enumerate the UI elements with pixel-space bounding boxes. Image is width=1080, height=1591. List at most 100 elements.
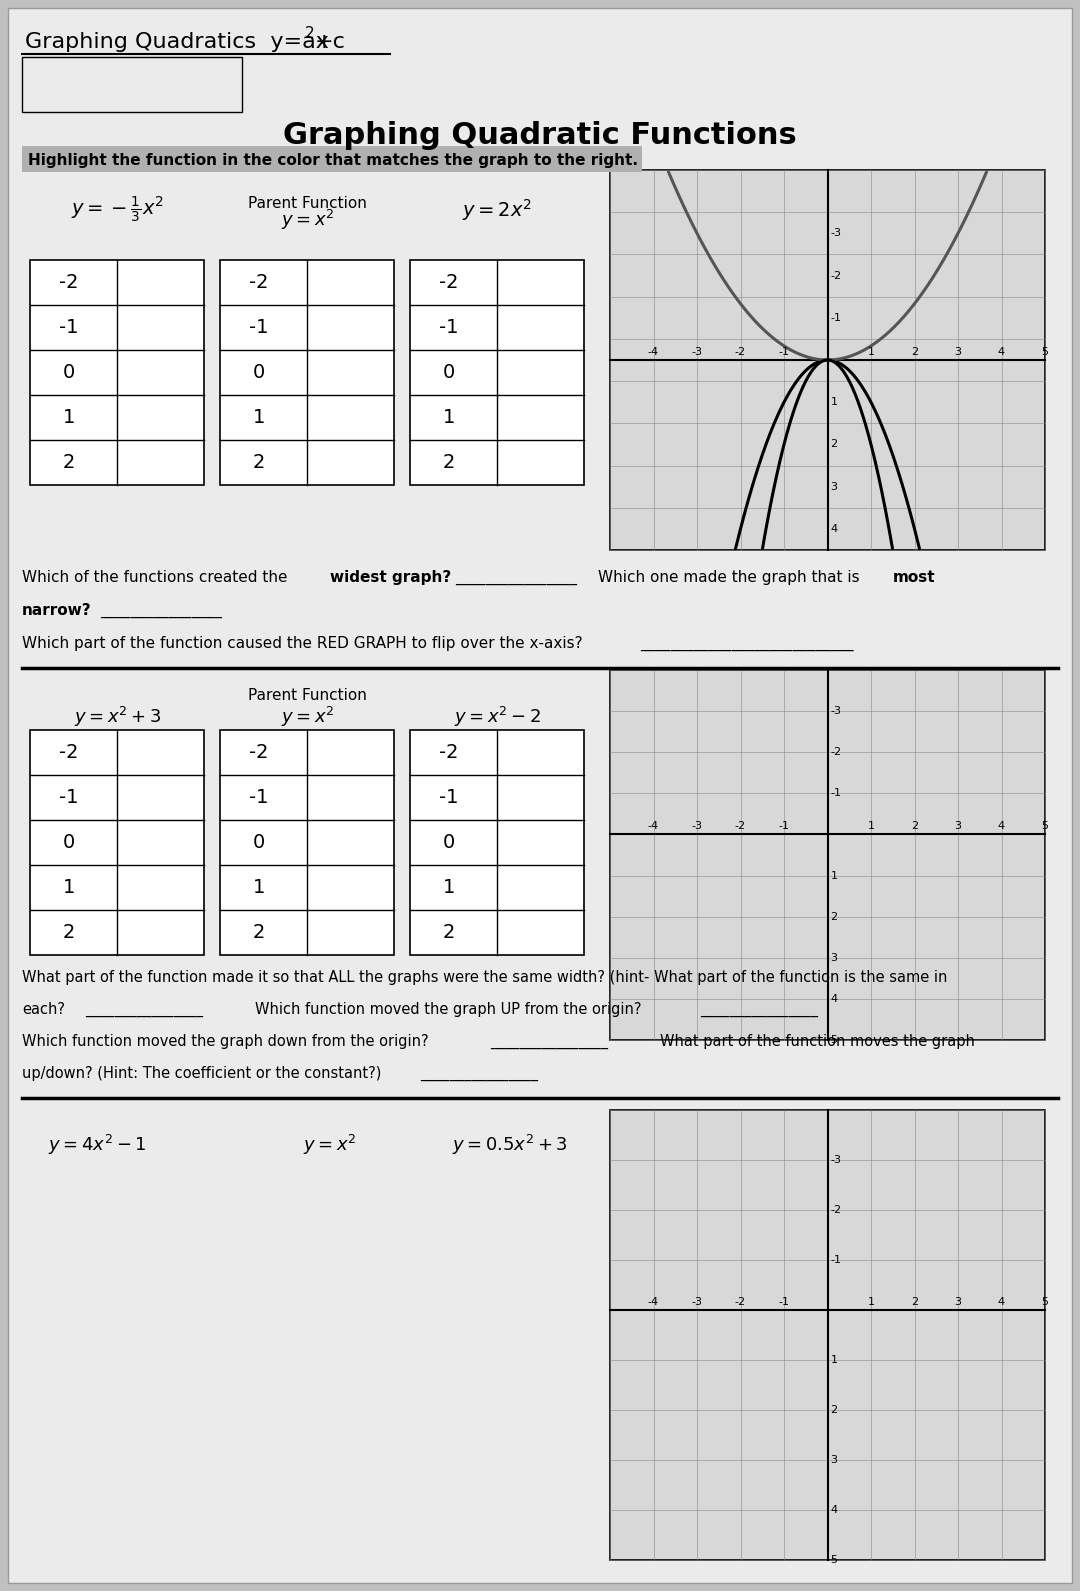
Text: Parent Function: Parent Function: [248, 687, 367, 703]
Text: -3: -3: [691, 1297, 702, 1306]
Text: ________________: ________________: [490, 1034, 608, 1048]
Text: ________________: ________________: [420, 1066, 538, 1080]
Text: Graphing Quadratics  y=ax: Graphing Quadratics y=ax: [25, 32, 329, 53]
Bar: [220, 259, 394, 485]
Text: ________________: ________________: [455, 570, 577, 585]
Text: -1: -1: [59, 788, 79, 807]
Text: each?: each?: [22, 1002, 65, 1017]
Text: 2: 2: [63, 923, 76, 942]
Text: ________________: ________________: [700, 1002, 818, 1017]
Text: -2: -2: [734, 821, 746, 832]
Text: -1: -1: [831, 788, 841, 799]
Text: -1: -1: [831, 1255, 841, 1265]
Text: Which function moved the graph UP from the origin?: Which function moved the graph UP from t…: [255, 1002, 642, 1017]
Text: 4: 4: [831, 1505, 838, 1515]
Text: 4: 4: [998, 347, 1005, 356]
Text: 0: 0: [63, 363, 76, 382]
Text: 5: 5: [831, 1036, 837, 1045]
Text: 1: 1: [831, 1356, 837, 1365]
Text: 3: 3: [831, 1456, 837, 1465]
Text: 2: 2: [253, 453, 266, 473]
Text: $y = x^2 + 3$: $y = x^2 + 3$: [73, 705, 161, 729]
Text: 1: 1: [443, 407, 456, 426]
Text: 2: 2: [443, 453, 456, 473]
Bar: [610, 1111, 1045, 1561]
Text: 2: 2: [831, 439, 838, 449]
Bar: [610, 170, 1045, 550]
Text: -1: -1: [779, 821, 789, 832]
Text: -1: -1: [59, 318, 79, 337]
Text: 2: 2: [910, 821, 918, 832]
Text: 4: 4: [998, 1297, 1005, 1306]
Text: 2: 2: [443, 923, 456, 942]
Text: -2: -2: [831, 748, 841, 757]
Text: -1: -1: [440, 318, 459, 337]
Text: 1: 1: [867, 1297, 875, 1306]
Text: 5: 5: [1041, 821, 1049, 832]
Text: What part of the function made it so that ALL the graphs were the same width? (h: What part of the function made it so tha…: [22, 971, 947, 985]
Text: -3: -3: [831, 706, 841, 716]
Text: -3: -3: [831, 1155, 841, 1165]
Text: -3: -3: [831, 229, 841, 239]
Text: -1: -1: [440, 788, 459, 807]
Text: Which of the functions created the: Which of the functions created the: [22, 570, 293, 585]
Text: -1: -1: [779, 1297, 789, 1306]
Text: 3: 3: [955, 821, 961, 832]
Text: ________________: ________________: [100, 603, 222, 617]
Text: Which one made the graph that is: Which one made the graph that is: [598, 570, 864, 585]
Text: -4: -4: [648, 1297, 659, 1306]
Text: -4: -4: [648, 821, 659, 832]
Text: -1: -1: [249, 318, 269, 337]
Text: -3: -3: [691, 347, 702, 356]
Bar: [410, 730, 584, 955]
Text: 3: 3: [831, 482, 837, 492]
Text: 2: 2: [63, 453, 76, 473]
Text: most: most: [893, 570, 935, 585]
Text: -4: -4: [648, 347, 659, 356]
Text: -2: -2: [734, 1297, 746, 1306]
Bar: [610, 670, 1045, 1041]
Bar: [22, 146, 642, 172]
Text: 4: 4: [831, 994, 838, 1004]
Text: 2: 2: [305, 25, 314, 40]
Text: -1: -1: [779, 347, 789, 356]
Text: Highlight the function in the color that matches the graph to the right.: Highlight the function in the color that…: [28, 153, 638, 169]
Text: 0: 0: [443, 363, 456, 382]
Bar: [410, 259, 584, 485]
Text: 1: 1: [831, 870, 837, 880]
Text: 1: 1: [443, 878, 456, 897]
Text: -2: -2: [249, 274, 269, 293]
Text: -2: -2: [440, 274, 459, 293]
Text: 5: 5: [1041, 1297, 1049, 1306]
Text: ____________________________: ____________________________: [640, 636, 853, 651]
Text: Which part of the function caused the RED GRAPH to flip over the x-axis?: Which part of the function caused the RE…: [22, 636, 582, 651]
Text: 3: 3: [955, 1297, 961, 1306]
Text: 2: 2: [910, 1297, 918, 1306]
Text: 1: 1: [63, 878, 76, 897]
Text: 0: 0: [443, 834, 456, 853]
Text: $y = x^2$: $y = x^2$: [281, 208, 334, 232]
Text: -3: -3: [691, 821, 702, 832]
Text: up/down? (Hint: The coefficient or the constant?): up/down? (Hint: The coefficient or the c…: [22, 1066, 381, 1080]
Text: 1: 1: [867, 821, 875, 832]
Bar: [220, 730, 394, 955]
Bar: [30, 730, 204, 955]
Text: 1: 1: [63, 407, 76, 426]
Text: 3: 3: [955, 347, 961, 356]
Text: $y = -\frac{1}{3}x^2$: $y = -\frac{1}{3}x^2$: [71, 196, 164, 224]
Text: $y = 2x^2$: $y = 2x^2$: [462, 197, 532, 223]
Text: 1: 1: [831, 398, 837, 407]
Text: 0: 0: [253, 834, 266, 853]
Text: widest graph?: widest graph?: [330, 570, 451, 585]
Text: $y = 0.5x^2 + 3$: $y = 0.5x^2 + 3$: [453, 1133, 568, 1157]
Text: -2: -2: [440, 743, 459, 762]
Text: $y = x^2$: $y = x^2$: [281, 705, 334, 729]
Text: narrow?: narrow?: [22, 603, 92, 617]
Bar: [22, 57, 242, 111]
Text: 0: 0: [253, 363, 266, 382]
Text: Parent Function: Parent Function: [248, 196, 367, 210]
Text: +c: +c: [315, 32, 346, 53]
Text: -2: -2: [249, 743, 269, 762]
Text: $y = x^2$: $y = x^2$: [303, 1133, 356, 1157]
Text: Graphing Quadratic Functions: Graphing Quadratic Functions: [283, 121, 797, 150]
